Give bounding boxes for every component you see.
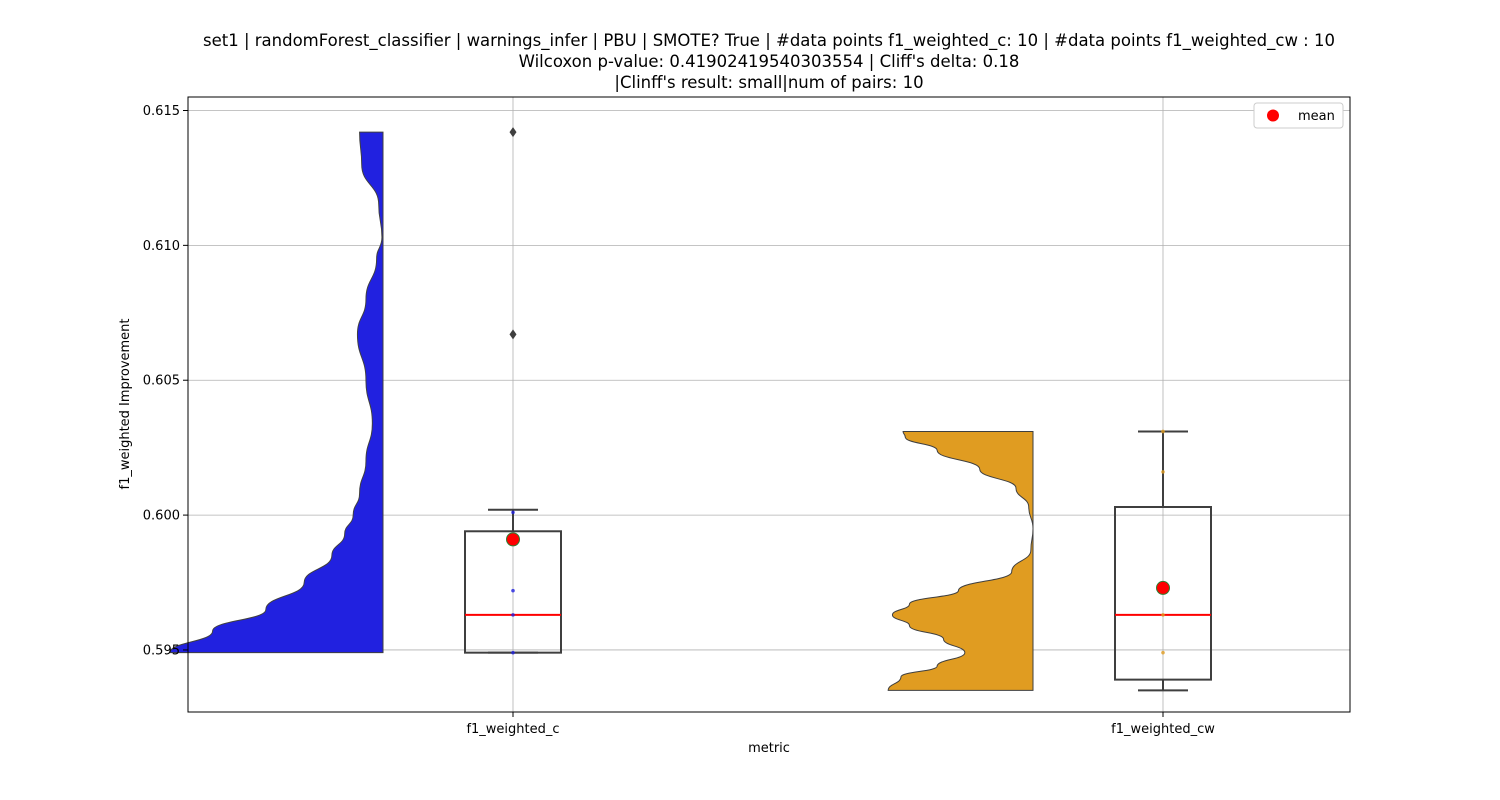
legend-mean-marker <box>1267 109 1279 122</box>
legend: mean <box>1253 102 1344 129</box>
outlier-marker <box>509 329 517 340</box>
boxplot-f1_weighted_cw <box>1114 429 1212 692</box>
data-point <box>1161 613 1165 617</box>
legend-frame <box>1253 102 1344 129</box>
title-line-2: Wilcoxon p-value: 0.41902419540303554 | … <box>519 52 1020 71</box>
mean-marker <box>506 532 520 547</box>
data-point <box>511 588 515 593</box>
y-axis-ticks: 0.595 0.600 0.605 0.610 0.615 <box>143 104 188 658</box>
data-point <box>1161 650 1165 655</box>
data-point <box>511 613 515 617</box>
boxplots <box>464 127 1212 692</box>
x-tick-label: f1_weighted_c <box>466 722 559 737</box>
data-point <box>511 510 515 515</box>
plot-area-frame <box>187 96 1351 713</box>
mean-marker <box>1156 580 1170 595</box>
y-tick-label: 0.605 <box>143 374 180 389</box>
y-tick-label: 0.595 <box>143 643 180 658</box>
chart-title: set1 | randomForest_classifier | warning… <box>203 31 1335 92</box>
violin-f1_weighted_c <box>169 131 384 654</box>
x-axis-label: metric <box>748 741 790 756</box>
x-tick-label: f1_weighted_cw <box>1111 722 1215 737</box>
boxplot-f1_weighted_c <box>464 127 562 655</box>
data-point <box>511 650 515 655</box>
data-point <box>1161 429 1165 434</box>
outlier-marker <box>509 127 517 138</box>
legend-mean-label: mean <box>1298 109 1335 124</box>
y-tick-label: 0.615 <box>143 104 180 119</box>
y-axis-label: f1_weighted Improvement <box>118 318 133 489</box>
y-tick-label: 0.610 <box>143 239 180 254</box>
title-line-3: |Clinff's result: small|num of pairs: 10 <box>614 73 923 92</box>
title-line-1: set1 | randomForest_classifier | warning… <box>203 31 1335 51</box>
violin-f1_weighted_cw <box>887 430 1034 691</box>
x-axis-ticks: f1_weighted_c f1_weighted_cw <box>466 712 1215 737</box>
data-point <box>1161 470 1165 474</box>
box-iqr <box>1114 506 1212 681</box>
y-tick-label: 0.600 <box>143 509 180 524</box>
violins <box>169 131 1034 691</box>
